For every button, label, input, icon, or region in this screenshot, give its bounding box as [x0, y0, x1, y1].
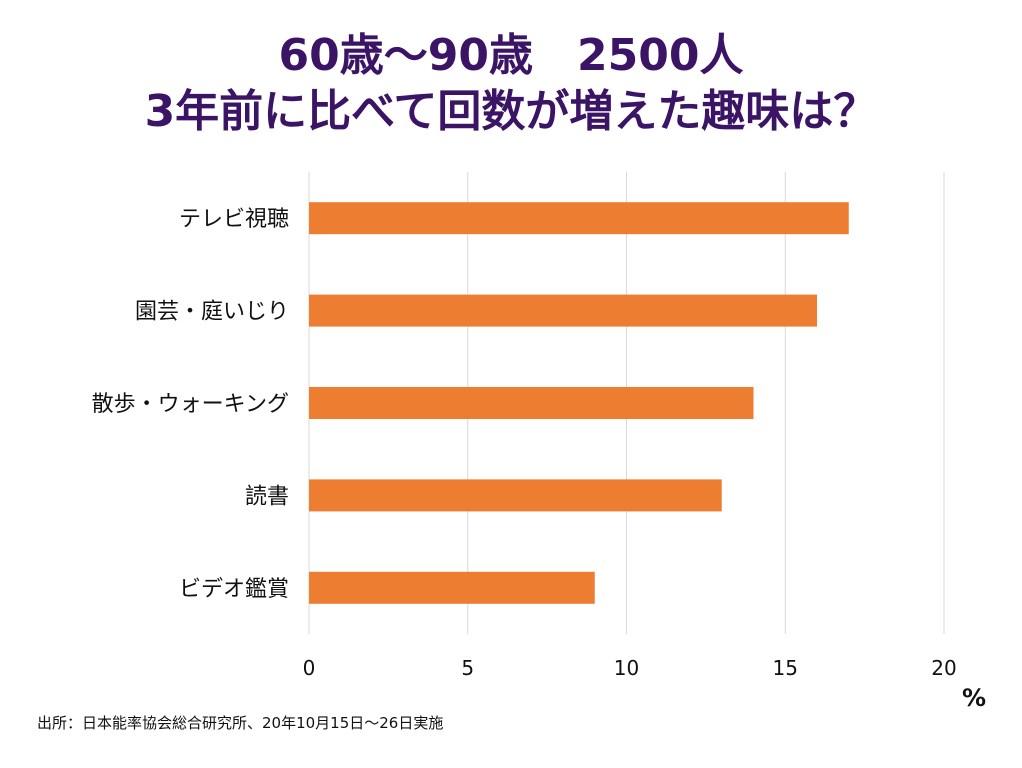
category-label-1: テレビ視聴 — [179, 207, 289, 232]
bar-1 — [309, 202, 849, 235]
x-tick-label-10: 10 — [614, 656, 639, 680]
bar-4 — [309, 479, 722, 512]
category-label-3: 散歩・ウォーキング — [92, 392, 289, 417]
category-label-2: 園芸・庭いじり — [135, 300, 289, 325]
bar-5 — [309, 571, 595, 604]
chart-title-line-1: 60歳～90歳 2500人 — [278, 30, 744, 81]
x-tick-label-5: 5 — [461, 656, 474, 680]
category-label-4: 読書 — [245, 484, 289, 509]
category-label-5: ビデオ鑑賞 — [179, 577, 289, 602]
bar-2 — [309, 294, 817, 327]
x-axis-unit-label: % — [962, 684, 987, 712]
bar-3 — [309, 387, 754, 419]
x-tick-label-20: 20 — [931, 656, 956, 680]
source-note: 出所：日本能率協会総合研究所、20年10月15日～26日実施 — [37, 714, 444, 732]
x-tick-label-0: 0 — [303, 656, 316, 680]
chart-title-line-2: 3年前に比べて回数が増えた趣味は？ — [144, 86, 878, 137]
x-tick-label-15: 15 — [773, 656, 798, 680]
